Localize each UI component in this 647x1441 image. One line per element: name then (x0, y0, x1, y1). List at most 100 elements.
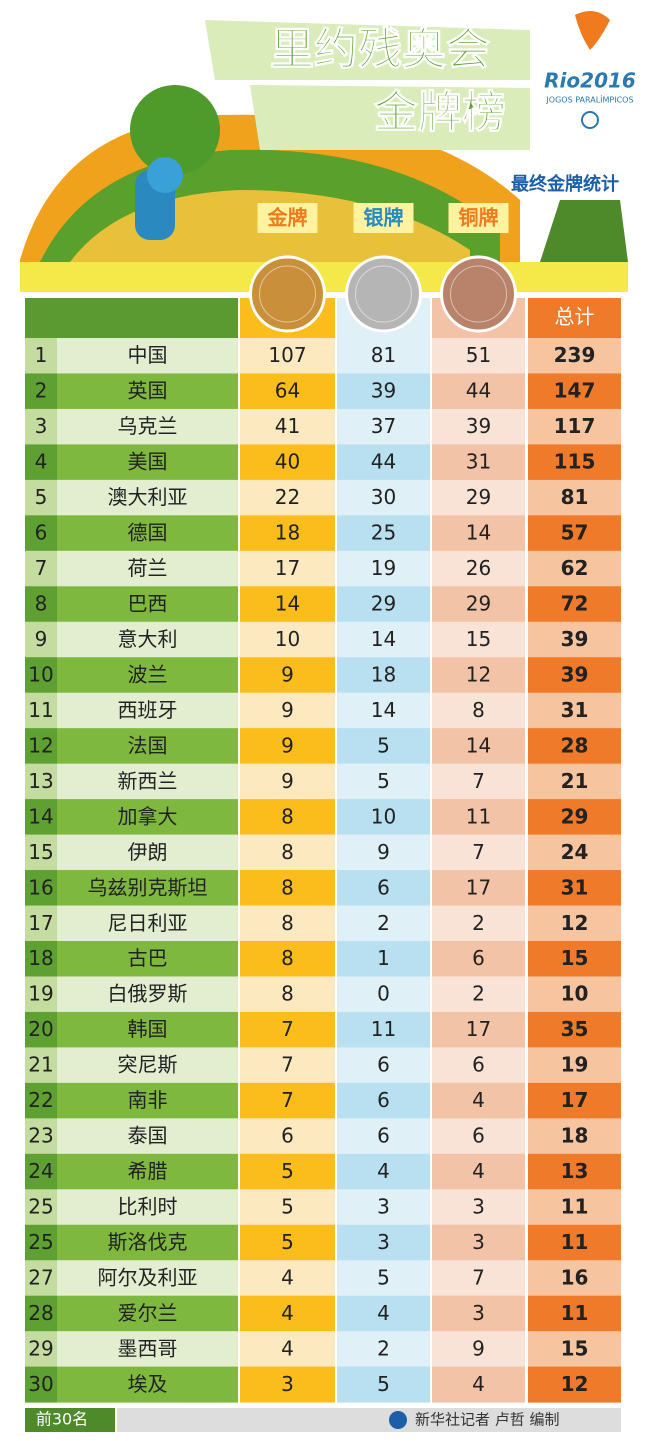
cell-bg (528, 834, 621, 871)
medal-count: 14 (371, 627, 396, 651)
medal-count: 5 (281, 1159, 294, 1183)
cell-bg (57, 621, 238, 658)
cell-bg (528, 870, 621, 907)
cell-bg (25, 1118, 57, 1155)
medal-count: 8 (281, 946, 294, 970)
medal-count: 107 (268, 343, 306, 367)
cell-bg (57, 692, 238, 729)
medal-count: 29 (466, 592, 491, 616)
medal-count: 31 (466, 450, 491, 474)
logo-mark (575, 11, 610, 50)
medal-count: 2 (472, 982, 485, 1006)
cell-bg (25, 1011, 57, 1048)
medal-count: 1 (377, 946, 390, 970)
cell-bg (25, 692, 57, 729)
cell-bg (432, 1224, 525, 1261)
cell-bg (337, 692, 430, 729)
medal-count: 57 (561, 521, 589, 545)
medal-count: 6 (472, 1053, 485, 1077)
cell-bg (337, 444, 430, 481)
rank: 29 (28, 1336, 53, 1360)
cell-bg (240, 1295, 335, 1332)
cell-bg (25, 905, 57, 942)
cell-bg (528, 479, 621, 516)
medal-count: 21 (561, 769, 589, 793)
cell-bg (240, 657, 335, 694)
medal-count: 17 (466, 1017, 491, 1041)
rank: 24 (28, 1159, 53, 1183)
cell-bg (240, 479, 335, 516)
country: 意大利 (118, 627, 178, 651)
cell-bg (25, 586, 57, 623)
cell-bg (25, 1082, 57, 1119)
cell-bg (432, 692, 525, 729)
cell-bg (528, 1224, 621, 1261)
cell-bg (528, 1153, 621, 1190)
cell-bg (432, 905, 525, 942)
medal-count: 31 (561, 698, 589, 722)
medal-count: 41 (275, 414, 300, 438)
medal-count: 44 (371, 450, 396, 474)
cell-bg (25, 1366, 57, 1403)
cell-bg (57, 728, 238, 765)
cell-bg (432, 479, 525, 516)
cell-bg (528, 1331, 621, 1368)
country: 阿尔及利亚 (98, 1265, 198, 1289)
medal-label: 银牌 (364, 206, 404, 230)
cell-bg (337, 657, 430, 694)
cell-bg (57, 1047, 238, 1084)
cell-bg (25, 1189, 57, 1226)
medal-count: 3 (281, 1372, 294, 1396)
cell-bg (57, 586, 238, 623)
cell-bg (240, 799, 335, 836)
cell-bg (57, 657, 238, 694)
cell-bg (337, 1224, 430, 1261)
cell-bg (432, 799, 525, 836)
cell-bg (528, 1118, 621, 1155)
medal-count: 7 (281, 1053, 294, 1077)
cell-bg (25, 1295, 57, 1332)
cell-bg (528, 408, 621, 445)
cell-bg (337, 338, 430, 374)
cell-bg (25, 515, 57, 552)
cell-bg (240, 1224, 335, 1261)
cell-bg (57, 444, 238, 481)
country: 美国 (128, 450, 168, 474)
header-cell (528, 298, 621, 338)
cell-bg (337, 1189, 430, 1226)
cell-bg (337, 479, 430, 516)
cell-bg (337, 870, 430, 907)
country: 新西兰 (118, 769, 178, 793)
medal-count: 19 (371, 556, 396, 580)
medal-count: 18 (275, 521, 300, 545)
cell-bg (57, 408, 238, 445)
medal-count: 7 (472, 840, 485, 864)
rank: 13 (28, 769, 53, 793)
cell-bg (240, 692, 335, 729)
medal-count: 29 (561, 804, 589, 828)
cell-bg (528, 905, 621, 942)
rank: 11 (28, 698, 53, 722)
medal-count: 7 (472, 1265, 485, 1289)
cell-bg (337, 515, 430, 552)
cell-bg (528, 1295, 621, 1332)
cell-bg (337, 1011, 430, 1048)
medal-count: 9 (281, 662, 294, 686)
rank: 21 (28, 1053, 53, 1077)
cell-bg (25, 870, 57, 907)
medal-count: 18 (561, 1124, 589, 1148)
rank: 12 (28, 733, 53, 757)
cell-bg (25, 1260, 57, 1297)
medal-count: 15 (561, 946, 589, 970)
country: 法国 (128, 733, 168, 757)
medal (345, 255, 422, 333)
cell-bg (528, 692, 621, 729)
cell-bg (25, 373, 57, 410)
medal-count: 9 (281, 769, 294, 793)
medal-count: 6 (472, 1124, 485, 1148)
rank: 19 (28, 982, 53, 1006)
cell-bg (240, 550, 335, 587)
medal-count: 10 (561, 982, 589, 1006)
cell-bg (25, 799, 57, 836)
medal-count: 28 (561, 733, 589, 757)
